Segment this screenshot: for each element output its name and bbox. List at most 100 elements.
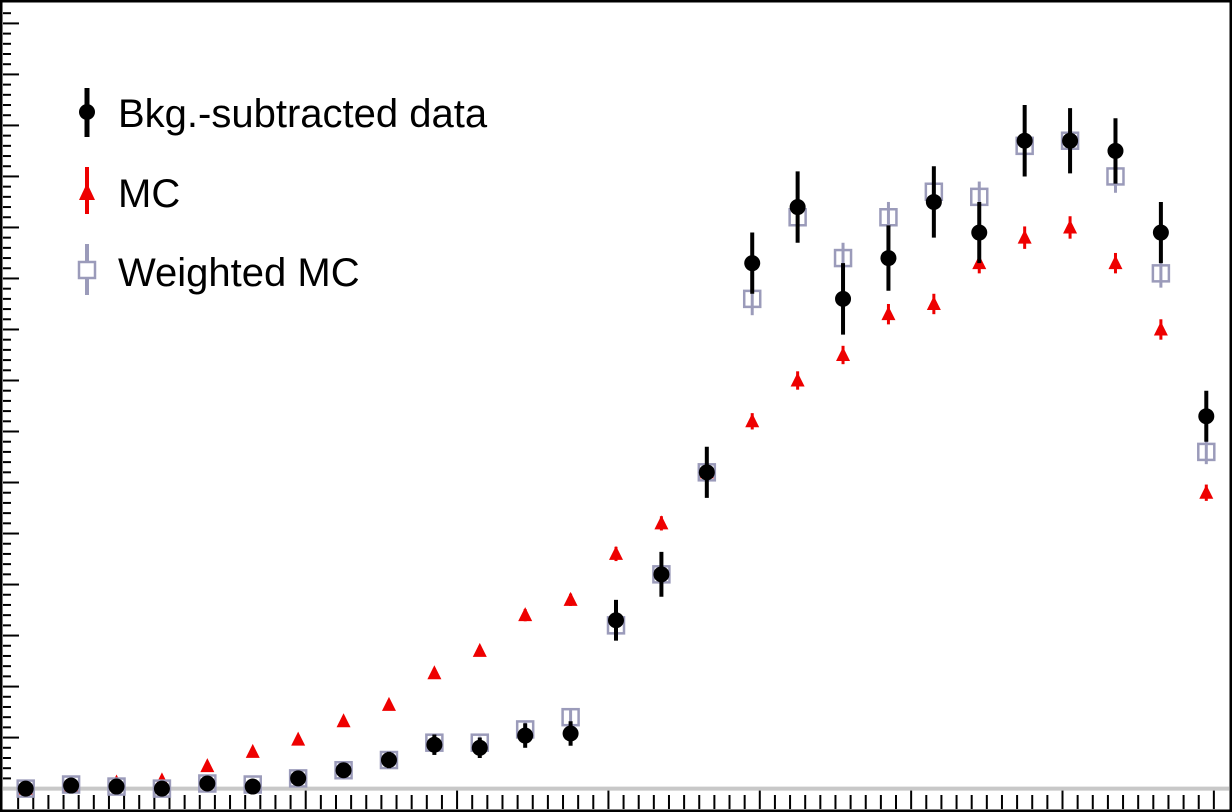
marker (381, 696, 396, 711)
point-filled-circle (1016, 105, 1033, 177)
marker (1063, 219, 1078, 234)
axis-ticks (3, 12, 1215, 809)
point-filled-triangle (1199, 484, 1214, 501)
data-markers (16, 105, 1216, 798)
marker (926, 295, 941, 310)
marker (517, 727, 534, 744)
point-filled-circle (517, 723, 534, 748)
point-filled-triangle (609, 545, 623, 562)
marker (653, 566, 670, 583)
point-filled-triangle (745, 413, 760, 430)
point-filled-circle (562, 721, 579, 746)
point-filled-triangle (1108, 252, 1123, 274)
marker (518, 607, 533, 622)
marker (1197, 442, 1216, 462)
point-filled-circle (744, 232, 761, 294)
point-open-square (1197, 439, 1216, 465)
point-filled-circle (971, 201, 988, 264)
marker (336, 713, 351, 728)
legend-entry-mc: MC (79, 167, 180, 216)
legend-entry-data: Bkg.-subtracted data (79, 88, 488, 137)
marker (925, 193, 942, 210)
point-filled-triangle (881, 303, 896, 325)
point-filled-triangle (381, 696, 396, 711)
point-filled-triangle (427, 665, 442, 680)
marker (881, 306, 896, 321)
legend: Bkg.-subtracted data MC Weighted MC (77, 88, 488, 295)
point-filled-triangle (563, 591, 578, 606)
point-filled-triangle (336, 713, 351, 728)
point-filled-triangle (1153, 319, 1168, 340)
legend-label-weighted-mc: Weighted MC (118, 251, 360, 295)
point-filled-circle (1198, 390, 1215, 442)
marker (335, 762, 352, 779)
point-filled-triangle (836, 345, 851, 365)
marker (153, 780, 170, 797)
marker (108, 778, 125, 795)
marker (244, 778, 261, 795)
point-filled-circle (108, 778, 125, 795)
point-filled-triangle (790, 371, 805, 390)
marker (1107, 142, 1124, 159)
point-filled-triangle (245, 743, 260, 758)
marker (971, 224, 988, 241)
point-filled-circle (789, 171, 806, 243)
point-filled-circle (199, 775, 216, 792)
marker (608, 612, 624, 629)
point-filled-circle (153, 780, 170, 797)
marker (291, 731, 306, 746)
marker (426, 736, 443, 753)
legend-label-mc: MC (118, 172, 180, 216)
marker (200, 758, 215, 773)
point-filled-triangle (291, 731, 306, 746)
point-filled-circle (835, 263, 852, 335)
marker (836, 346, 851, 361)
point-filled-triangle (926, 293, 941, 315)
point-filled-circle (335, 762, 352, 779)
marker (789, 199, 806, 216)
marker (17, 780, 34, 797)
marker (745, 413, 760, 428)
point-open-square (1151, 259, 1171, 288)
marker (790, 372, 805, 387)
marker (698, 464, 715, 481)
point-filled-circle (698, 446, 715, 498)
marker (1017, 229, 1032, 244)
point-filled-circle (653, 551, 670, 597)
marker (1108, 255, 1123, 270)
marker (427, 665, 442, 680)
marker (199, 775, 216, 792)
legend-label-data: Bkg.-subtracted data (118, 92, 488, 136)
marker (471, 739, 488, 756)
point-filled-circle (925, 166, 942, 238)
marker (744, 255, 761, 272)
point-filled-triangle (200, 758, 215, 773)
marker (1199, 484, 1214, 499)
marker (563, 591, 578, 606)
legend-data-marker (79, 104, 95, 120)
marker (1151, 264, 1171, 283)
marker (562, 725, 579, 742)
marker (880, 250, 897, 267)
marker (879, 208, 898, 227)
marker (1062, 132, 1079, 149)
point-filled-circle (426, 734, 443, 755)
point-filled-triangle (1063, 216, 1078, 239)
marker (654, 515, 669, 530)
legend-entry-weighted-mc: Weighted MC (77, 244, 360, 295)
point-filled-circle (63, 777, 80, 794)
point-filled-circle (17, 780, 34, 797)
legend-mc-marker (79, 183, 95, 200)
marker (1016, 132, 1033, 149)
marker (63, 777, 80, 794)
point-filled-circle (1152, 201, 1169, 264)
point-filled-triangle (472, 642, 487, 657)
point-filled-circle (608, 599, 624, 641)
point-filled-triangle (1017, 226, 1032, 249)
point-filled-circle (1062, 108, 1079, 174)
marker (1152, 224, 1169, 241)
marker (835, 290, 852, 307)
legend-weighted-marker (77, 260, 97, 280)
marker (609, 545, 623, 560)
